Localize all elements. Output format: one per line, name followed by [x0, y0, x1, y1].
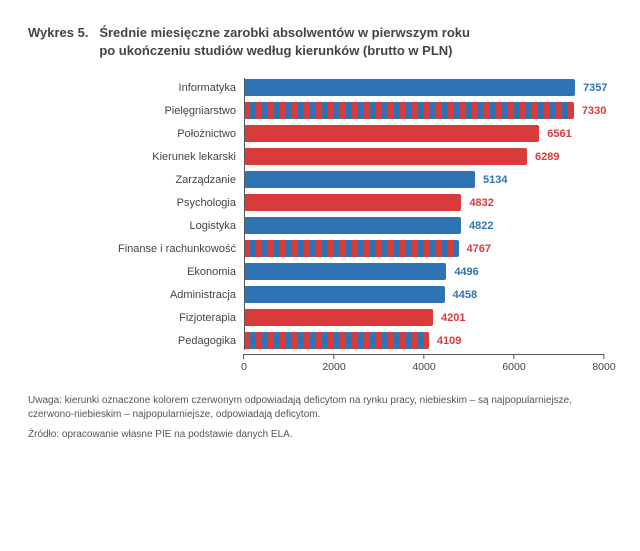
x-tick-label: 2000 — [322, 361, 345, 373]
category-label: Ekonomia — [96, 266, 244, 278]
note-source: Źródło: opracowanie własne PIE na podsta… — [28, 428, 612, 442]
bar-track: 4767 — [244, 239, 604, 258]
bar: 4109 — [244, 332, 429, 349]
x-tick: 6000 — [502, 354, 525, 373]
page: { "title_prefix": "Wykres 5. ", "title_l… — [0, 0, 640, 472]
bar-track: 5134 — [244, 170, 604, 189]
title-line2: po ukończeniu studiów według kierunków (… — [99, 43, 452, 58]
bar: 7357 — [244, 79, 575, 96]
bar: 4496 — [244, 263, 446, 280]
bar-row: Informatyka7357 — [96, 78, 604, 97]
bar: 4822 — [244, 217, 461, 234]
x-tick-mark — [333, 354, 334, 359]
value-label: 6289 — [535, 148, 559, 167]
category-label: Fizjoterapia — [96, 312, 244, 324]
x-tick-label: 0 — [241, 361, 247, 373]
bar-track: 7330 — [244, 101, 604, 120]
x-tick: 0 — [241, 354, 247, 373]
bar-row: Fizjoterapia4201 — [96, 308, 604, 327]
value-label: 4496 — [454, 263, 478, 282]
category-label: Logistyka — [96, 220, 244, 232]
bar-row: Położnictwo6561 — [96, 124, 604, 143]
chart-title: Wykres 5. Średnie miesięczne zarobki abs… — [28, 24, 612, 60]
title-text: Średnie miesięczne zarobki absolwentów w… — [99, 24, 470, 60]
value-label: 4767 — [467, 240, 491, 259]
bar-row: Psychologia4832 — [96, 193, 604, 212]
bar-track: 4832 — [244, 193, 604, 212]
category-label: Informatyka — [96, 82, 244, 94]
bar-track: 6561 — [244, 124, 604, 143]
x-tick-mark — [423, 354, 424, 359]
bar-track: 6289 — [244, 147, 604, 166]
bar: 4767 — [244, 240, 459, 257]
bar-row: Finanse i rachunkowość4767 — [96, 239, 604, 258]
value-label: 4109 — [437, 332, 461, 351]
plot: Informatyka7357Pielęgniarstwo7330Położni… — [96, 78, 604, 350]
title-prefix: Wykres 5. — [28, 24, 99, 60]
category-label: Zarządzanie — [96, 174, 244, 186]
bar-row: Zarządzanie5134 — [96, 170, 604, 189]
bar-track: 4201 — [244, 308, 604, 327]
category-label: Administracja — [96, 289, 244, 301]
bar: 6289 — [244, 148, 527, 165]
x-tick-label: 4000 — [412, 361, 435, 373]
category-label: Pedagogika — [96, 335, 244, 347]
notes: Uwaga: kierunki oznaczone kolorem czerwo… — [28, 394, 612, 442]
bar: 4458 — [244, 286, 445, 303]
bar-track: 4458 — [244, 285, 604, 304]
value-label: 6561 — [547, 125, 571, 144]
bar-row: Pedagogika4109 — [96, 331, 604, 350]
x-tick: 2000 — [322, 354, 345, 373]
value-label: 7330 — [582, 102, 606, 121]
note-caveat: Uwaga: kierunki oznaczone kolorem czerwo… — [28, 394, 612, 422]
bar-track: 4822 — [244, 216, 604, 235]
x-tick-label: 8000 — [592, 361, 615, 373]
bar-row: Kierunek lekarski6289 — [96, 147, 604, 166]
x-tick: 4000 — [412, 354, 435, 373]
bar-track: 4496 — [244, 262, 604, 281]
category-label: Kierunek lekarski — [96, 151, 244, 163]
bar: 4832 — [244, 194, 461, 211]
category-label: Finanse i rachunkowość — [96, 243, 244, 255]
x-axis-row: 02000400060008000 — [96, 354, 604, 378]
category-label: Psychologia — [96, 197, 244, 209]
title-line1: Średnie miesięczne zarobki absolwentów w… — [99, 25, 470, 40]
bar: 5134 — [244, 171, 475, 188]
bar: 6561 — [244, 125, 539, 142]
x-tick-label: 6000 — [502, 361, 525, 373]
x-tick-mark — [513, 354, 514, 359]
bar-row: Ekonomia4496 — [96, 262, 604, 281]
bar-row: Administracja4458 — [96, 285, 604, 304]
x-tick: 8000 — [592, 354, 615, 373]
bar-row: Pielęgniarstwo7330 — [96, 101, 604, 120]
x-tick-mark — [603, 354, 604, 359]
category-label: Pielęgniarstwo — [96, 105, 244, 117]
x-axis: 02000400060008000 — [244, 354, 604, 378]
value-label: 4832 — [469, 194, 493, 213]
bar: 7330 — [244, 102, 574, 119]
value-label: 4201 — [441, 309, 465, 328]
value-label: 5134 — [483, 171, 507, 190]
value-label: 7357 — [583, 79, 607, 98]
bar: 4201 — [244, 309, 433, 326]
chart-area: Informatyka7357Pielęgniarstwo7330Położni… — [96, 78, 604, 378]
value-label: 4822 — [469, 217, 493, 236]
y-axis-line — [244, 78, 245, 350]
category-label: Położnictwo — [96, 128, 244, 140]
value-label: 4458 — [453, 286, 477, 305]
bar-track: 7357 — [244, 78, 604, 97]
x-tick-mark — [244, 354, 245, 359]
bar-track: 4109 — [244, 331, 604, 350]
bar-row: Logistyka4822 — [96, 216, 604, 235]
